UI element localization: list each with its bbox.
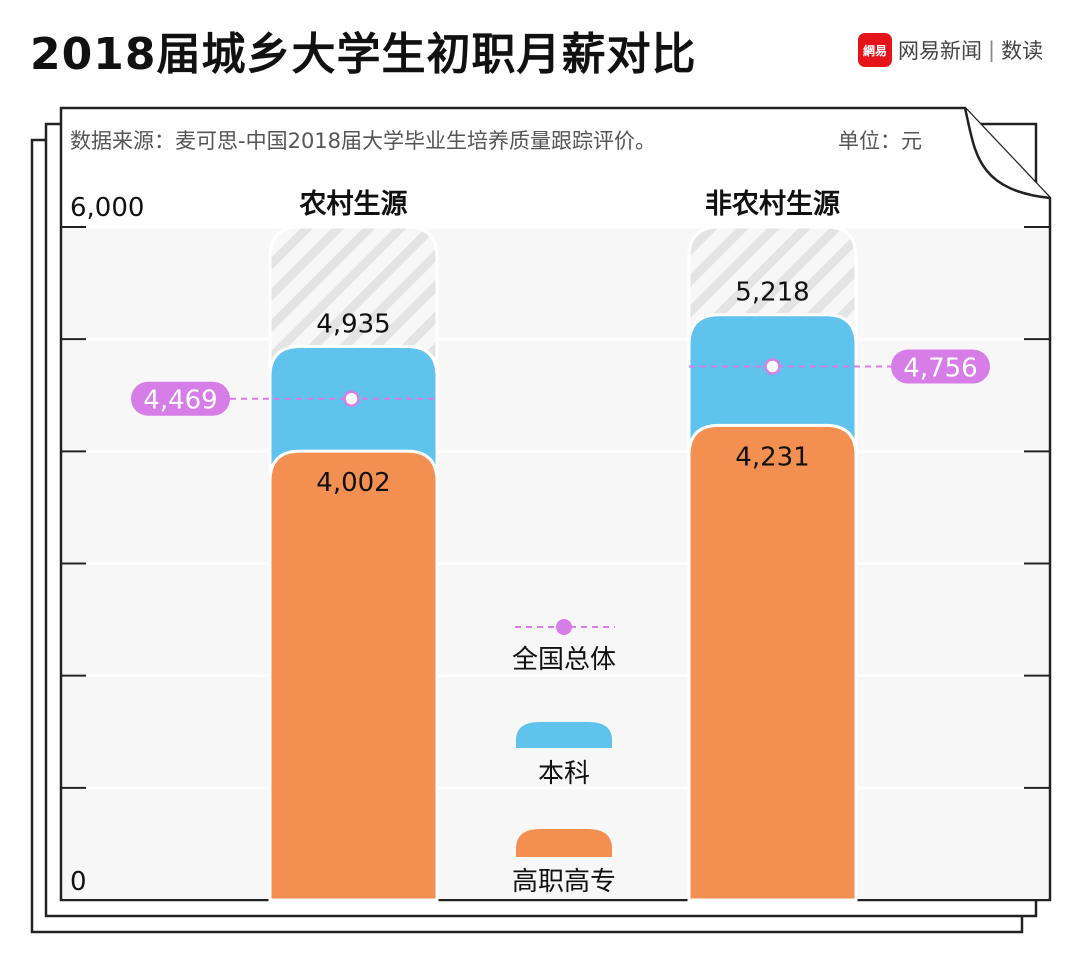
- y-tick-label-top: 6,000: [70, 193, 144, 223]
- reference-dot: [764, 358, 781, 375]
- brand-divider: |: [988, 38, 996, 62]
- page-curl: [963, 107, 1051, 200]
- legend-swatch-gaozhi: [516, 829, 612, 857]
- data-label-gaozhi: 4,231: [735, 442, 809, 472]
- data-source: 数据来源：麦可思-中国2018届大学毕业生培养质量跟踪评价。: [70, 129, 656, 153]
- legend-label-reference: 全国总体: [512, 645, 616, 675]
- legend-label-benke: 本科: [538, 759, 590, 789]
- reference-dot: [343, 390, 360, 407]
- bar-gaozhi: [268, 449, 439, 902]
- data-label-benke: 5,218: [735, 278, 809, 308]
- data-label-gaozhi: 4,002: [316, 468, 390, 498]
- category-label: 农村生源: [299, 189, 408, 220]
- brand-logo: 網易 网易新闻 | 数读: [858, 33, 1043, 67]
- reference-pill: [131, 381, 230, 416]
- legend-swatch-benke: [516, 722, 612, 748]
- reference-pill: [891, 349, 990, 384]
- unit-label: 单位：元: [838, 129, 922, 153]
- legend: 全国总体 本科 高职高专: [512, 619, 616, 897]
- bar-gaozhi: [687, 423, 858, 902]
- reference-label: 4,756: [903, 354, 977, 384]
- data-label-benke: 4,935: [316, 309, 390, 339]
- y-tick-label-bottom: 0: [70, 867, 87, 897]
- legend-label-gaozhi: 高职高专: [512, 867, 616, 897]
- netease-logo-icon: 網易: [858, 33, 892, 67]
- legend-reference-dot: [556, 619, 572, 635]
- reference-label: 4,469: [143, 386, 217, 416]
- brand-name: 网易新闻: [898, 39, 982, 63]
- page-title: 2018届城乡大学生初职月薪对比: [30, 29, 697, 80]
- brand-section: 数读: [1001, 39, 1044, 63]
- category-label: 非农村生源: [705, 189, 840, 220]
